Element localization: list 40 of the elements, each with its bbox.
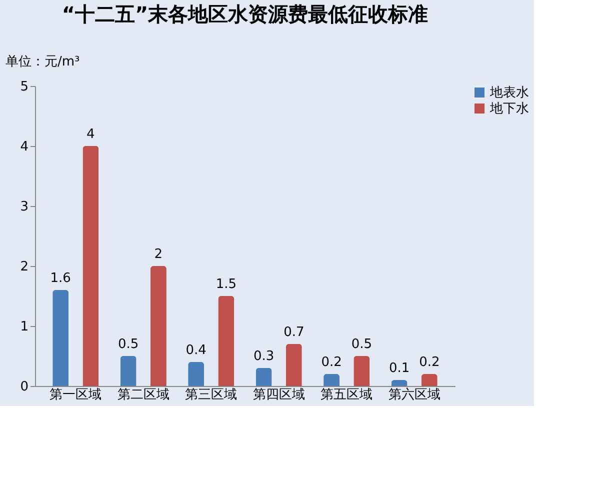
bar — [324, 374, 340, 386]
bar — [52, 290, 69, 386]
chart-title: “十二五”末各地区水资源费最低征收标准 — [62, 2, 428, 26]
data-label: 2 — [154, 247, 163, 262]
y-tick-label: 4 — [20, 140, 28, 154]
bar — [421, 374, 438, 386]
bar — [150, 266, 166, 386]
y-tick-label: 2 — [20, 260, 28, 274]
x-tick-label: 第二区域 — [117, 388, 170, 402]
x-tick-label: 第六区域 — [388, 388, 440, 402]
data-label: 0.2 — [321, 355, 342, 370]
x-tick-label: 第三区域 — [185, 388, 238, 402]
bar — [82, 146, 99, 386]
bar — [286, 344, 302, 386]
bar — [120, 356, 136, 386]
x-tick-label: 第一区域 — [50, 388, 102, 402]
legend-label: 地下水 — [489, 102, 529, 116]
y-tick-label: 5 — [20, 80, 28, 94]
legend-label: 地表水 — [489, 86, 529, 100]
data-label: 1.6 — [50, 271, 71, 286]
data-label: 1.5 — [216, 277, 237, 292]
y-tick-label: 3 — [20, 200, 28, 214]
bar — [256, 368, 272, 386]
data-label: 0.3 — [253, 349, 274, 364]
x-tick-label: 第五区域 — [320, 388, 373, 402]
bar — [354, 356, 370, 386]
data-label: 0.4 — [186, 343, 206, 358]
data-label: 0.5 — [118, 337, 139, 352]
data-label: 4 — [86, 127, 95, 142]
x-tick-label: 第四区域 — [252, 388, 305, 402]
y-tick-label: 1 — [20, 320, 28, 334]
data-label: 0.5 — [351, 337, 372, 352]
y-tick-label: 0 — [20, 380, 28, 394]
y-axis-title: 单位：元/m³ — [6, 54, 80, 70]
bar — [218, 296, 234, 386]
data-label: 0.1 — [388, 361, 410, 376]
data-label: 0.7 — [284, 325, 304, 340]
bar — [391, 380, 408, 386]
bar — [188, 362, 204, 386]
data-label: 0.2 — [419, 355, 440, 370]
